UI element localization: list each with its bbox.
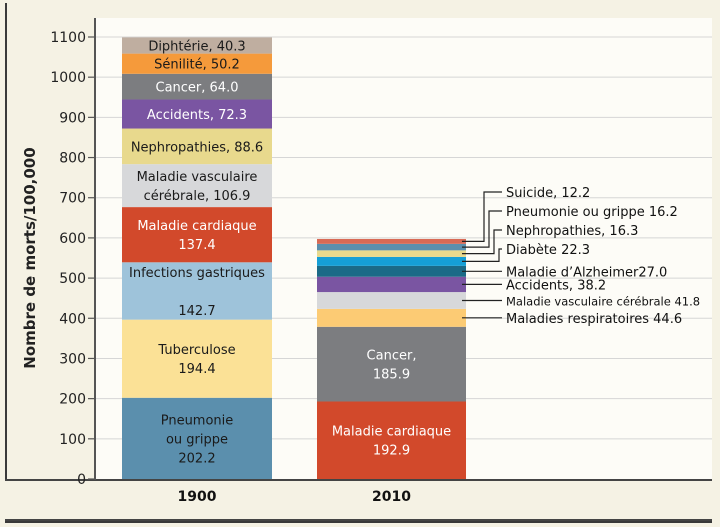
bar-segment: [122, 73, 272, 100]
callout-label: Maladie vasculaire cérébrale 41.8: [506, 294, 700, 308]
y-tick-label: 0: [77, 472, 86, 488]
data-label: Diphtérie, 40.3: [148, 39, 245, 54]
bar-segment: [317, 256, 466, 266]
y-tick-label: 1100: [50, 30, 86, 46]
bar-segment: [122, 207, 272, 263]
callout-label: Diabète 22.3: [506, 243, 590, 258]
bar-segment: [317, 308, 466, 327]
data-label: Pneumonie: [161, 413, 234, 428]
callout-label: Accidents, 38.2: [506, 278, 606, 293]
data-label: 137.4: [178, 238, 215, 253]
data-label: Tuberculose: [157, 343, 235, 358]
data-label: Nephropathies, 88.6: [131, 140, 263, 155]
data-label: Infections gastriques: [129, 266, 265, 281]
data-label: Accidents, 72.3: [147, 108, 247, 123]
data-label: 202.2: [178, 451, 215, 466]
data-label: cérébrale, 106.9: [144, 189, 251, 204]
data-label: 185.9: [373, 368, 410, 383]
data-label: Maladie cardiaque: [137, 219, 256, 234]
bar-segment: [122, 262, 272, 320]
y-tick-label: 200: [59, 392, 86, 408]
callout-leader-line: [462, 248, 502, 262]
bar-segment: [122, 397, 272, 479]
x-tick-label: 1900: [178, 489, 217, 505]
bar-segment: [317, 276, 466, 293]
callout-leader-line: [462, 210, 502, 248]
bar-segment: [317, 292, 466, 309]
data-label: Cancer,: [367, 349, 417, 364]
data-label: Maladie cardiaque: [332, 425, 451, 440]
bar-segment: [317, 326, 466, 402]
bar-segment: [122, 37, 272, 54]
x-axis-band: [5, 479, 712, 521]
y-tick-label: 700: [59, 191, 86, 207]
callout-label: Nephropathies, 16.3: [506, 224, 638, 239]
bar-segment: [122, 319, 272, 398]
y-tick-label: 800: [59, 151, 86, 167]
callout-label: Maladies respiratoires 44.6: [506, 312, 682, 327]
y-tick-label: 1000: [50, 70, 86, 86]
callout-leader-line: [462, 191, 502, 243]
bar-segment: [122, 53, 272, 74]
data-label: Maladie vasculaire: [137, 170, 258, 185]
data-label: ou grippe: [166, 432, 228, 447]
y-tick-label: 400: [59, 311, 86, 327]
data-label: Sénilité, 50.2: [154, 58, 240, 73]
data-label: 194.4: [178, 362, 215, 377]
callout-label: Maladie d’Alzheimer27.0: [506, 265, 667, 280]
data-label: Cancer, 64.0: [156, 81, 239, 96]
y-tick-label: 300: [59, 351, 86, 367]
y-tick-label: 600: [59, 231, 86, 247]
callout-label: Pneumonie ou grippe 16.2: [506, 205, 678, 220]
bar-segment: [317, 265, 466, 277]
data-label: 192.9: [373, 444, 410, 459]
x-tick-label: 2010: [372, 489, 411, 505]
bar-segment: [317, 401, 466, 479]
callout-leader-line: [462, 229, 502, 255]
bar-segment: [317, 243, 466, 251]
bar-segment: [317, 238, 466, 244]
y-axis-line: [94, 18, 96, 480]
bar-segment: [122, 164, 272, 208]
callout-label: Suicide, 12.2: [506, 186, 590, 201]
y-tick-label: 100: [59, 432, 86, 448]
bar-segment: [317, 250, 466, 257]
y-tick-label: 900: [59, 110, 86, 126]
data-label: 142.7: [178, 304, 215, 319]
bar-segment: [122, 99, 272, 129]
y-tick-label: 500: [59, 271, 86, 287]
bar-segment: [122, 128, 272, 165]
